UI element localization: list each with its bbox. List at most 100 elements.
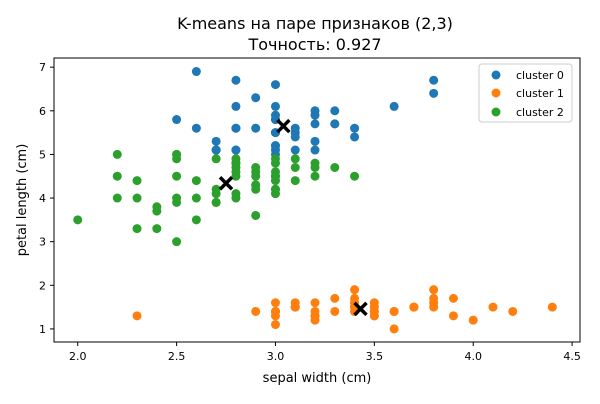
legend-marker-cluster-2	[491, 107, 501, 117]
point-cluster-2	[172, 149, 182, 159]
point-cluster-1	[429, 285, 439, 295]
point-cluster-2	[251, 210, 261, 220]
point-cluster-0	[290, 145, 300, 155]
point-cluster-0	[389, 101, 399, 111]
point-cluster-2	[211, 184, 221, 194]
point-cluster-0	[310, 136, 320, 146]
legend-marker-cluster-1	[491, 88, 501, 98]
point-cluster-2	[172, 193, 182, 203]
x-tick-label: 2.5	[168, 350, 186, 363]
x-axis-ticks: 2.0 2.5 3.0 3.5 4.0 4.5	[69, 342, 581, 363]
point-cluster-2	[350, 171, 360, 181]
point-cluster-1	[330, 306, 340, 316]
point-cluster-1	[350, 285, 360, 295]
point-cluster-2	[172, 237, 182, 247]
point-cluster-0	[290, 123, 300, 133]
point-cluster-1	[448, 311, 458, 321]
point-cluster-2	[270, 158, 280, 168]
legend-box	[478, 63, 573, 123]
y-tick-label: 2	[39, 279, 46, 292]
centroid-stroke	[218, 175, 234, 191]
point-cluster-1	[448, 293, 458, 303]
point-cluster-0	[191, 67, 201, 77]
point-cluster-0	[231, 145, 241, 155]
point-cluster-2	[211, 154, 221, 164]
y-tick-label: 3	[39, 236, 46, 249]
point-cluster-1	[369, 298, 379, 308]
point-cluster-0	[310, 145, 320, 155]
point-cluster-2	[112, 149, 122, 159]
point-cluster-2	[290, 154, 300, 164]
centroid-stroke	[276, 118, 291, 134]
point-cluster-2	[310, 171, 320, 181]
point-cluster-0	[251, 93, 261, 103]
point-cluster-2	[330, 162, 340, 172]
point-cluster-1	[270, 298, 280, 308]
point-cluster-2	[152, 224, 162, 234]
point-cluster-1	[310, 298, 320, 308]
point-cluster-1	[270, 306, 280, 316]
point-cluster-1	[488, 302, 498, 312]
point-cluster-1	[389, 306, 399, 316]
point-cluster-0	[330, 119, 340, 129]
point-cluster-0	[251, 123, 261, 133]
point-cluster-0	[310, 110, 320, 120]
point-cluster-0	[231, 123, 241, 133]
point-cluster-2	[191, 215, 201, 225]
point-cluster-0	[429, 88, 439, 98]
point-cluster-2	[310, 158, 320, 168]
point-cluster-2	[152, 206, 162, 216]
x-axis-label: sepal width (cm)	[263, 371, 372, 386]
legend: cluster 0 cluster 1 cluster 2	[478, 63, 573, 123]
plot-frame	[53, 57, 581, 343]
point-cluster-2	[290, 176, 300, 186]
centroid-stroke	[353, 301, 368, 317]
point-cluster-2	[211, 197, 221, 207]
point-cluster-2	[112, 193, 122, 203]
point-cluster-1	[270, 320, 280, 330]
point-cluster-2	[270, 167, 280, 177]
y-tick-label: 7	[39, 61, 46, 74]
centroid-x-marker	[276, 118, 291, 134]
y-tick-label: 1	[39, 323, 46, 336]
point-cluster-0	[290, 132, 300, 142]
point-cluster-0	[330, 106, 340, 116]
chart-title: K-means на паре признаков (2,3)	[177, 14, 453, 33]
point-cluster-0	[211, 145, 221, 155]
point-cluster-0	[429, 75, 439, 85]
point-cluster-0	[350, 132, 360, 142]
point-cluster-1	[547, 302, 557, 312]
point-cluster-2	[112, 171, 122, 181]
y-axis-label: petal length (cm)	[15, 144, 30, 257]
legend-label-cluster-1: cluster 1	[516, 87, 564, 100]
point-cluster-1	[409, 302, 419, 312]
point-cluster-2	[251, 162, 261, 172]
point-cluster-0	[231, 101, 241, 111]
point-cluster-2	[290, 162, 300, 172]
point-cluster-1	[389, 324, 399, 334]
x-tick-label: 2.0	[69, 350, 87, 363]
centroid-x-marker	[218, 175, 234, 191]
point-cluster-0	[172, 115, 182, 125]
point-cluster-2	[132, 176, 142, 186]
chart-subtitle: Точность: 0.927	[247, 35, 381, 54]
point-cluster-2	[231, 171, 241, 181]
point-cluster-2	[73, 215, 83, 225]
point-cluster-0	[270, 101, 280, 111]
legend-label-cluster-0: cluster 0	[516, 69, 564, 82]
point-cluster-2	[172, 171, 182, 181]
data-points	[73, 67, 557, 334]
point-cluster-1	[508, 306, 518, 316]
point-cluster-1	[369, 311, 379, 321]
y-tick-label: 5	[39, 148, 46, 161]
point-cluster-2	[251, 180, 261, 190]
point-cluster-0	[191, 123, 201, 133]
x-tick-label: 3.5	[366, 350, 384, 363]
point-cluster-0	[211, 136, 221, 146]
y-tick-label: 6	[39, 105, 46, 118]
point-cluster-1	[429, 298, 439, 308]
point-cluster-2	[270, 184, 280, 194]
point-cluster-2	[132, 224, 142, 234]
x-tick-label: 4.5	[563, 350, 581, 363]
